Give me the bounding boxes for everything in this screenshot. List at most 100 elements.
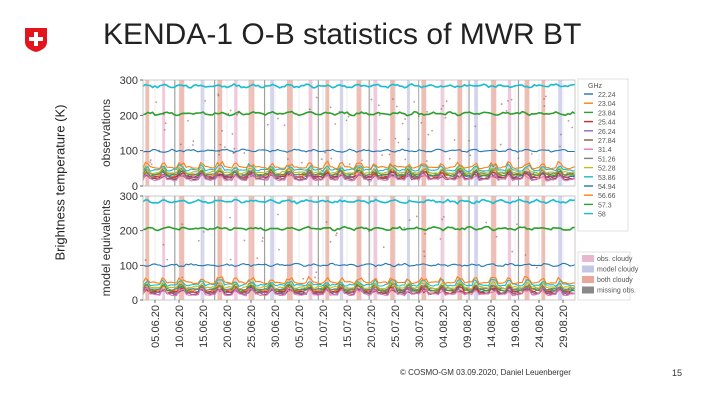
cloudy-band-both	[248, 196, 255, 300]
outlier-point	[219, 143, 222, 146]
series-legend: GHz 22.24 23.04 23.84 25.44 26.24 27.84 31.4 51.…	[577, 78, 629, 232]
outlier-point	[166, 258, 169, 261]
cloudy-band-both	[145, 80, 150, 186]
outlier-point	[392, 98, 394, 100]
cloudy-band-obs	[440, 196, 445, 300]
outlier-point	[144, 259, 147, 261]
outlier-point	[401, 122, 404, 125]
outlier-point	[217, 93, 220, 96]
cloudy-band-obs	[373, 196, 378, 300]
x-tick-label: 14.08.20	[486, 305, 498, 348]
shading-swatch	[582, 286, 594, 294]
outlier-point	[347, 115, 350, 118]
x-tick-label: 09.08.20	[462, 305, 474, 348]
y-tick-label: 0	[132, 295, 138, 307]
outlier-point	[424, 232, 426, 235]
cloudy-band-obs	[234, 80, 238, 186]
series-line-57.3	[142, 110, 576, 117]
outlier-point	[218, 150, 221, 153]
y-tick-label: 100	[120, 146, 138, 158]
outlier-point	[329, 106, 332, 109]
outlier-point	[444, 116, 447, 119]
cloudy-band-both	[248, 80, 255, 186]
outlier-point	[324, 151, 326, 154]
cloudy-band-both	[287, 196, 293, 300]
cloudy-band-both	[179, 80, 185, 186]
outlier-point	[243, 152, 246, 154]
outlier-point	[221, 129, 224, 132]
shading-label: model cloudy	[597, 267, 639, 274]
outlier-point	[155, 101, 158, 104]
outlier-point	[423, 255, 426, 258]
cloudy-band-both	[457, 80, 463, 186]
outlier-point	[232, 152, 235, 155]
x-tick-label: 30.06.20	[270, 305, 282, 348]
outlier-point	[394, 137, 397, 140]
cloudy-band-both	[325, 196, 330, 300]
cloudy-band-obs	[308, 196, 313, 300]
cloudy-band-both	[524, 196, 530, 300]
panel-y-label: observations	[99, 99, 113, 167]
missing-obs-line	[317, 196, 319, 300]
outlier-point	[404, 158, 407, 161]
cloudy-band-model	[474, 80, 479, 186]
outlier-point	[217, 94, 220, 97]
y-tick-label: 300	[120, 191, 138, 203]
cloudy-band-both	[356, 196, 362, 300]
outlier-point	[197, 239, 200, 242]
panel-y-label: model equivalents	[99, 200, 113, 297]
outlier-point	[381, 154, 384, 157]
outlier-point	[543, 98, 545, 100]
outlier-point	[192, 140, 195, 143]
cloudy-band-both	[491, 80, 497, 186]
footer-credit: © COSMO-GM 03.09.2020, Daniel Leuenberge…	[400, 368, 571, 377]
page-number: 15	[672, 368, 683, 378]
x-tick-label: 10.07.20	[318, 305, 330, 348]
outlier-point	[164, 122, 167, 125]
outlier-point	[571, 126, 574, 129]
chart-panel-1: 0 100 200 300 observations	[99, 75, 576, 193]
cloudy-band-model	[270, 80, 275, 186]
outlier-point	[320, 158, 323, 160]
series-legend-box	[577, 78, 629, 232]
legend-label-54.94: 54.94	[598, 184, 616, 191]
outlier-point	[278, 248, 280, 251]
outlier-point	[218, 153, 220, 156]
outlier-point	[485, 221, 488, 224]
outlier-point	[149, 159, 152, 162]
x-tick-label: 15.06.20	[198, 305, 210, 348]
outlier-point	[149, 161, 151, 163]
series-line-31.4	[142, 171, 576, 182]
cloudy-band-obs	[373, 80, 378, 186]
outlier-point	[505, 110, 508, 112]
outlier-point	[469, 154, 472, 157]
legend-label-22.24: 22.24	[598, 92, 616, 99]
cloudy-band-both	[421, 80, 427, 186]
x-tick-label: 20.07.20	[366, 305, 378, 348]
slide-title: KENDA-1 O-B statistics of MWR BT	[103, 18, 582, 51]
outlier-point	[243, 239, 246, 242]
series-line-56.66	[142, 160, 576, 170]
x-tick-label: 25.06.20	[246, 305, 258, 348]
outlier-point	[468, 139, 470, 142]
shading-swatch	[582, 276, 594, 283]
outlier-point	[495, 235, 498, 238]
cloudy-band-both	[541, 80, 546, 186]
outlier-point	[335, 234, 337, 237]
outlier-point	[334, 123, 337, 125]
outlier-point	[408, 219, 411, 222]
outlier-point	[223, 146, 226, 149]
series-line-57.3	[142, 225, 576, 232]
outlier-point	[517, 157, 520, 160]
x-tick-label: 04.08.20	[438, 305, 450, 348]
x-tick-label: 19.08.20	[510, 305, 522, 348]
cloudy-band-obs	[308, 80, 313, 186]
series-line-51.26	[142, 166, 576, 176]
series-line-56.66	[142, 275, 576, 285]
cloudy-band-obs	[162, 80, 166, 186]
x-tick-label: 05.07.20	[294, 305, 306, 348]
cloudy-band-obs	[507, 80, 512, 186]
outlier-point	[395, 105, 398, 108]
missing-obs-line	[174, 196, 176, 300]
outlier-point	[425, 160, 428, 162]
